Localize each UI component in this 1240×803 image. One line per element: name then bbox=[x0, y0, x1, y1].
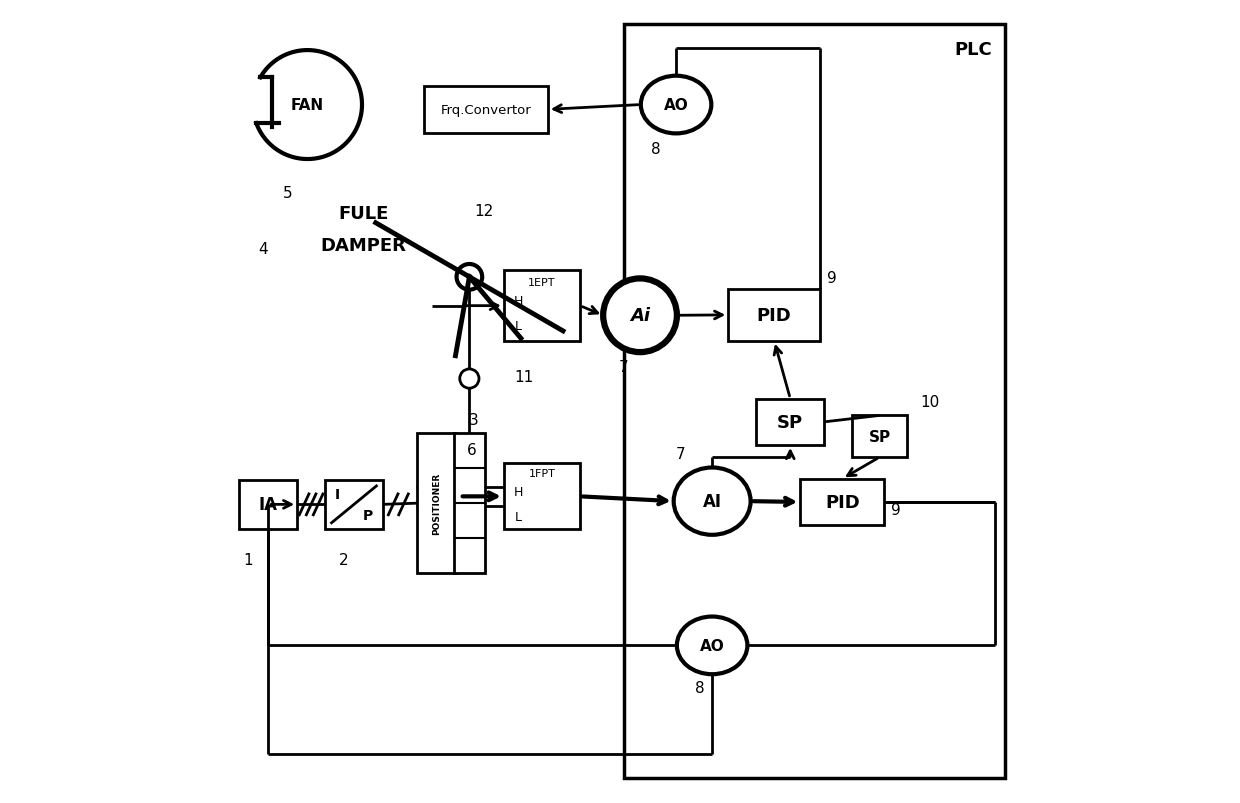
Bar bbox=[800, 479, 884, 525]
Text: 9: 9 bbox=[827, 271, 837, 286]
Bar bbox=[418, 434, 456, 573]
Text: Ai: Ai bbox=[630, 307, 650, 325]
Text: PID: PID bbox=[825, 493, 859, 512]
Text: 1FPT: 1FPT bbox=[528, 469, 556, 479]
Circle shape bbox=[460, 369, 479, 389]
Text: PLC: PLC bbox=[955, 42, 992, 59]
Text: 3: 3 bbox=[469, 412, 479, 427]
Bar bbox=[728, 289, 821, 341]
Text: 2: 2 bbox=[339, 552, 348, 567]
Text: P: P bbox=[363, 508, 373, 522]
Bar bbox=[852, 416, 906, 458]
Text: 7: 7 bbox=[676, 446, 684, 462]
Text: 9: 9 bbox=[890, 502, 900, 517]
Bar bbox=[503, 464, 580, 529]
Text: POSITIONER: POSITIONER bbox=[432, 472, 441, 535]
Text: Frq.Convertor: Frq.Convertor bbox=[440, 104, 531, 116]
Text: DAMPER: DAMPER bbox=[321, 236, 407, 255]
Ellipse shape bbox=[641, 76, 712, 134]
Bar bbox=[325, 480, 383, 529]
Text: H: H bbox=[513, 295, 523, 308]
Bar bbox=[454, 434, 485, 573]
Text: I: I bbox=[335, 487, 340, 501]
Text: 8: 8 bbox=[651, 141, 661, 157]
Ellipse shape bbox=[677, 617, 748, 675]
Text: 7: 7 bbox=[619, 360, 629, 375]
Text: AI: AI bbox=[703, 492, 722, 511]
Text: FAN: FAN bbox=[291, 98, 324, 113]
Text: 4: 4 bbox=[259, 242, 268, 257]
Text: L: L bbox=[515, 320, 522, 332]
Bar bbox=[424, 87, 548, 133]
Ellipse shape bbox=[603, 279, 677, 353]
Text: SP: SP bbox=[868, 430, 890, 444]
Text: AO: AO bbox=[699, 638, 724, 653]
Text: SP: SP bbox=[777, 414, 804, 431]
Text: 1EPT: 1EPT bbox=[528, 278, 556, 287]
Text: 5: 5 bbox=[283, 185, 293, 201]
Text: 6: 6 bbox=[467, 442, 476, 458]
Circle shape bbox=[456, 265, 482, 290]
Text: 1: 1 bbox=[243, 552, 253, 567]
Text: 11: 11 bbox=[515, 369, 533, 385]
Bar bbox=[239, 480, 298, 529]
Bar bbox=[503, 271, 580, 341]
Text: IA: IA bbox=[259, 495, 278, 514]
Bar bbox=[624, 26, 1004, 777]
Text: AO: AO bbox=[663, 98, 688, 113]
Text: 10: 10 bbox=[920, 394, 940, 410]
Text: PID: PID bbox=[756, 307, 791, 324]
Text: L: L bbox=[515, 510, 522, 523]
Text: H: H bbox=[513, 486, 523, 499]
Bar bbox=[756, 399, 825, 446]
Text: FULE: FULE bbox=[339, 205, 389, 222]
Text: 12: 12 bbox=[474, 204, 494, 219]
Ellipse shape bbox=[673, 468, 750, 535]
Text: 8: 8 bbox=[696, 680, 704, 695]
